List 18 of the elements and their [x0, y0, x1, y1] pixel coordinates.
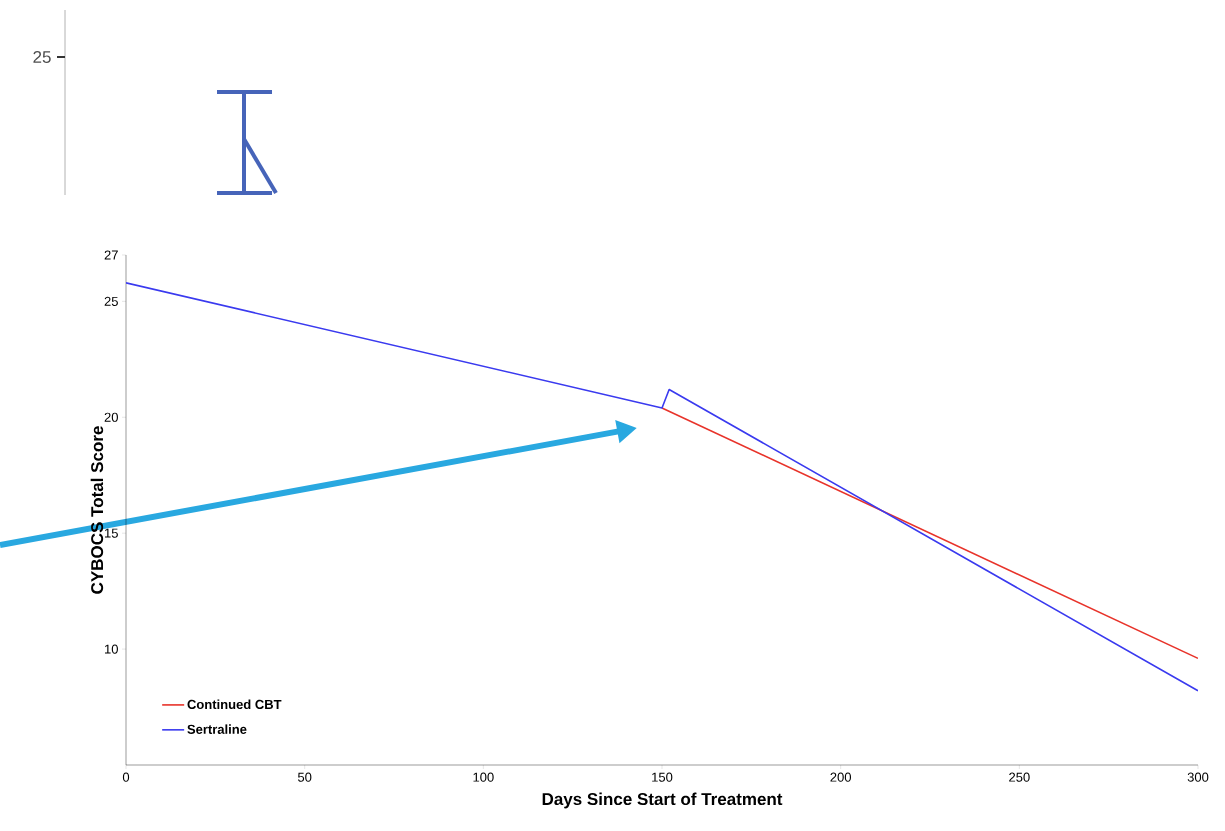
- x-tick-label: 300: [1187, 772, 1209, 782]
- x-tick-label: 250: [1009, 772, 1030, 782]
- x-tick-label: 150: [652, 772, 673, 782]
- y-tick-label: 10: [105, 644, 118, 654]
- line-series: [126, 282, 1199, 692]
- legend-label: Sertraline: [187, 724, 247, 734]
- legend-label: Continued CBT: [187, 699, 282, 709]
- x-axis-title: Days Since Start of Treatment: [542, 792, 783, 809]
- x-tick-label: 200: [830, 772, 852, 782]
- y-tick-label: 20: [104, 412, 118, 422]
- y-tick-label: 15: [105, 528, 118, 538]
- x-tick-label: 0: [122, 772, 130, 782]
- text: 25: [33, 50, 51, 64]
- x-tick-label: 100: [473, 772, 494, 782]
- y-tick-label: 27: [104, 250, 118, 260]
- x-tick-label: 50: [297, 772, 312, 782]
- y-axis-title: CYBOCS Total Score: [90, 426, 104, 594]
- y-tick-label: 25: [104, 296, 118, 306]
